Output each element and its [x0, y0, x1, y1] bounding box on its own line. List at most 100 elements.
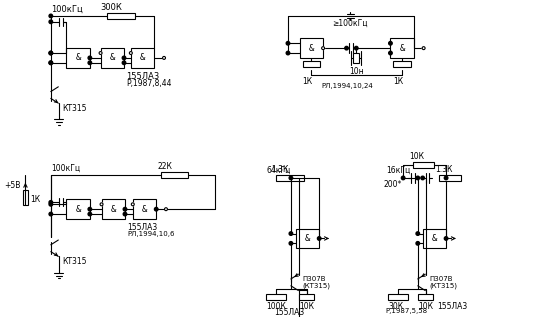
Bar [299, 294, 314, 300]
Circle shape [345, 46, 348, 50]
Circle shape [165, 208, 167, 211]
Text: 1К: 1К [31, 195, 40, 204]
Circle shape [355, 46, 358, 50]
Circle shape [99, 52, 102, 54]
Circle shape [100, 203, 103, 206]
Circle shape [389, 42, 392, 45]
Text: 100К: 100К [267, 302, 286, 311]
Text: 155ЛА3: 155ЛА3 [127, 223, 157, 232]
Text: Р,1987,8,44: Р,1987,8,44 [126, 79, 172, 88]
Circle shape [49, 61, 52, 65]
Circle shape [49, 51, 52, 55]
Circle shape [88, 61, 92, 65]
Bar [22, 190, 28, 205]
Text: &: & [111, 205, 116, 214]
Bar [161, 172, 189, 178]
Bar [393, 61, 411, 67]
Text: &: & [399, 44, 405, 53]
Bar [267, 294, 286, 300]
Bar [439, 175, 461, 181]
Circle shape [49, 20, 52, 24]
Text: 300К: 300К [100, 3, 122, 12]
Circle shape [49, 51, 52, 55]
Text: РЛ,1994,10,24: РЛ,1994,10,24 [322, 83, 373, 89]
Text: &: & [305, 234, 310, 243]
Circle shape [88, 207, 92, 211]
Text: 64кГц: 64кГц [267, 166, 291, 175]
Bar [131, 48, 154, 68]
Bar [276, 175, 304, 181]
Circle shape [401, 176, 405, 180]
Circle shape [421, 176, 425, 180]
Circle shape [322, 47, 325, 50]
Text: &: & [308, 44, 314, 53]
Circle shape [317, 237, 321, 240]
Text: 100кГц: 100кГц [51, 5, 82, 14]
Circle shape [88, 56, 92, 60]
Text: Р,1987,5,58: Р,1987,5,58 [385, 308, 427, 314]
Circle shape [289, 176, 293, 180]
Text: &: & [142, 205, 147, 214]
Circle shape [289, 242, 293, 245]
Text: &: & [75, 53, 81, 62]
Circle shape [123, 212, 127, 216]
Bar [133, 199, 156, 219]
Text: 1К: 1К [393, 77, 403, 86]
Text: РЛ,1994,10,6: РЛ,1994,10,6 [127, 231, 174, 237]
Circle shape [129, 52, 132, 54]
Text: КТ315: КТ315 [63, 257, 87, 266]
Circle shape [422, 47, 425, 50]
Text: П307В
(КТ315): П307В (КТ315) [429, 276, 457, 289]
Circle shape [122, 61, 126, 65]
Bar [101, 199, 125, 219]
Bar [101, 48, 124, 68]
Bar [302, 61, 320, 67]
Text: 30К: 30К [389, 302, 404, 311]
Bar [390, 38, 414, 58]
Circle shape [131, 203, 134, 206]
Bar [389, 294, 408, 300]
Text: 1.3К: 1.3К [271, 165, 289, 174]
Text: 22К: 22К [158, 162, 172, 171]
Text: 10К: 10К [299, 302, 314, 311]
Circle shape [122, 56, 126, 60]
Text: 10К: 10К [409, 152, 425, 161]
Text: &: & [140, 53, 145, 62]
Bar [353, 53, 359, 63]
Circle shape [154, 207, 158, 211]
Text: 10н: 10н [349, 67, 364, 76]
Text: &: & [75, 205, 81, 214]
Text: 155ЛА3: 155ЛА3 [126, 72, 159, 81]
Circle shape [49, 212, 52, 216]
Circle shape [286, 42, 290, 45]
Text: П307В
(КТ315): П307В (КТ315) [302, 276, 331, 289]
Circle shape [416, 232, 420, 235]
Text: КТ315: КТ315 [63, 104, 87, 113]
Text: 10К: 10К [418, 302, 433, 311]
Circle shape [49, 61, 52, 65]
Bar [418, 294, 433, 300]
Text: 1К: 1К [302, 77, 313, 86]
Circle shape [49, 201, 52, 204]
Circle shape [123, 207, 127, 211]
Bar [423, 229, 446, 248]
Text: 100кГц: 100кГц [51, 164, 80, 173]
Text: &: & [110, 53, 115, 62]
Text: 155ЛА3: 155ЛА3 [437, 302, 468, 311]
Text: 16кГц: 16кГц [386, 166, 411, 175]
Circle shape [444, 176, 448, 180]
Circle shape [289, 232, 293, 235]
Circle shape [389, 51, 392, 55]
Circle shape [162, 56, 166, 60]
Circle shape [416, 176, 420, 180]
Circle shape [88, 212, 92, 216]
Bar [300, 38, 323, 58]
Circle shape [444, 237, 448, 240]
Text: 1.3К: 1.3К [435, 165, 453, 174]
Bar [296, 229, 319, 248]
Bar [107, 13, 135, 19]
Circle shape [49, 203, 52, 206]
Text: &: & [432, 234, 437, 243]
Circle shape [416, 242, 420, 245]
Circle shape [49, 14, 52, 18]
